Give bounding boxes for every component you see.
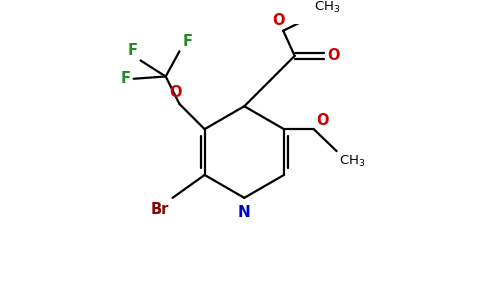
Text: Br: Br [151, 202, 169, 217]
Text: F: F [121, 71, 131, 86]
Text: O: O [169, 85, 182, 100]
Text: O: O [327, 48, 340, 63]
Text: O: O [272, 13, 285, 28]
Text: F: F [128, 43, 138, 58]
Text: CH$_3$: CH$_3$ [339, 154, 365, 169]
Text: F: F [182, 34, 192, 49]
Text: O: O [316, 113, 329, 128]
Text: N: N [238, 205, 251, 220]
Text: CH$_3$: CH$_3$ [315, 0, 341, 15]
